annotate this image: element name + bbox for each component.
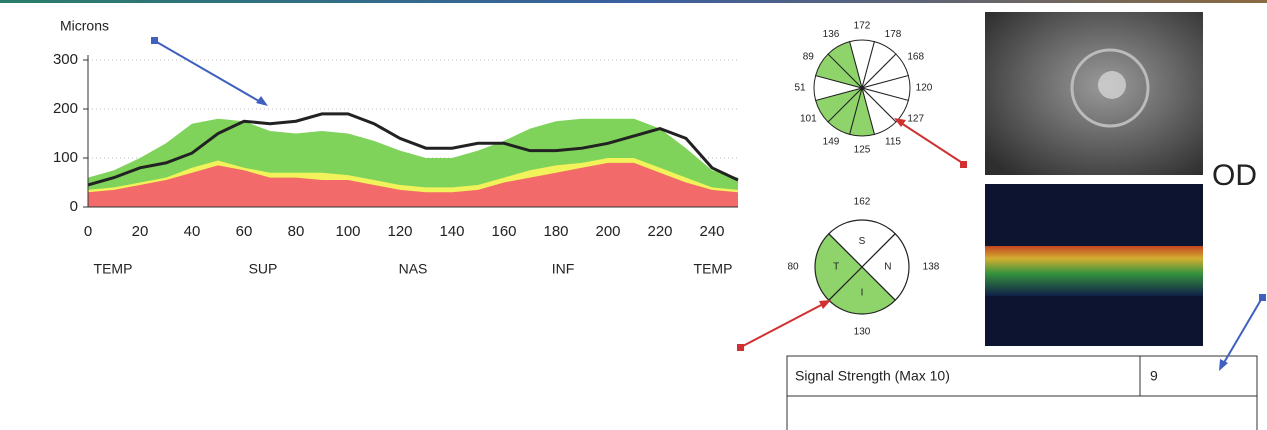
fundus-ring [1070, 48, 1150, 128]
arrow [154, 40, 265, 105]
quadrant-sector [814, 232, 863, 302]
quadrant-sector [861, 232, 910, 302]
arrow-end [1259, 294, 1266, 301]
x-tick-label: 100 [335, 223, 360, 240]
x-tick-label: 140 [439, 223, 464, 240]
clock-value: 89 [803, 52, 815, 63]
arrow-head [819, 300, 831, 309]
quadrant-sector [827, 219, 897, 268]
clock-value: 51 [794, 83, 806, 94]
arrow-end [737, 344, 744, 351]
clock-chart: 172 178 168 120 127 115 125 149 101 51 89 136 [794, 21, 932, 156]
arrow-end [960, 161, 967, 168]
eye-label: OD [1212, 159, 1257, 192]
region-label: NAS [399, 261, 428, 277]
region-label: TEMP [94, 261, 133, 277]
quadrant-sector [827, 266, 897, 315]
arrow-head [256, 96, 268, 106]
y-tick-label: 300 [53, 51, 78, 68]
x-tick-label: 40 [184, 223, 201, 240]
arrow-head [1219, 359, 1228, 371]
top-bar [0, 0, 1267, 3]
quadrant-letter: S [859, 236, 866, 247]
y-tick-label: 0 [70, 198, 78, 215]
table-row-empty [786, 395, 1258, 430]
quadrant-value: 80 [787, 262, 799, 273]
quadrant-letter: N [884, 262, 891, 273]
quadrant-value: 130 [854, 327, 871, 338]
arrow-head [894, 118, 906, 127]
region-label: INF [552, 261, 575, 277]
y-tick-label: 100 [53, 149, 78, 166]
y-axis-label: Microns [60, 18, 109, 34]
table-cell: Signal Strength (Max 10) [795, 368, 950, 384]
clock-value: 115 [885, 136, 901, 147]
arrow-end [151, 37, 158, 44]
clock-sector [827, 41, 863, 90]
normative-band [88, 162, 738, 207]
clock-value: 178 [885, 29, 902, 40]
clock-value: 120 [916, 83, 933, 94]
clock-value: 125 [854, 145, 871, 156]
x-tick-label: 0 [84, 223, 92, 240]
x-tick-label: 200 [595, 223, 620, 240]
clock-value: 136 [823, 29, 840, 40]
x-tick-label: 220 [647, 223, 672, 240]
x-tick-label: 80 [288, 223, 305, 240]
arrow [897, 120, 965, 165]
y-tick-label: 200 [53, 100, 78, 117]
fundus-image [985, 12, 1203, 175]
fundus-reflex [1098, 71, 1126, 99]
tsnit-chart: 0 100 200 300 0 20 40 60 80 100 120 140 160 180 200 220… [53, 18, 739, 277]
x-tick-label: 160 [491, 223, 516, 240]
arrow [740, 301, 828, 348]
quadrant-letter: T [833, 262, 839, 273]
clock-value: 168 [907, 52, 924, 63]
arrow [1221, 297, 1263, 367]
x-tick-label: 20 [132, 223, 149, 240]
clock-value: 149 [823, 136, 840, 147]
region-label: SUP [249, 261, 278, 277]
quadrant-value: 162 [854, 197, 871, 208]
x-tick-label: 240 [699, 223, 724, 240]
x-tick-label: 180 [543, 223, 568, 240]
clock-value: 101 [800, 114, 817, 125]
quadrant-chart: S 162 N 138 I 130 T 80 [787, 197, 939, 338]
clock-value: 127 [907, 114, 924, 125]
oct-layer [985, 246, 1203, 296]
region-label: TEMP [694, 261, 733, 277]
x-tick-label: 60 [236, 223, 253, 240]
quadrant-letter: I [861, 287, 864, 298]
clock-value: 172 [854, 21, 871, 32]
quadrant-value: 138 [923, 262, 940, 273]
thickness-line [87, 112, 739, 187]
x-tick-label: 120 [387, 223, 412, 240]
table-cell: 9 [1150, 368, 1158, 384]
annotation-arrows [151, 37, 1266, 371]
